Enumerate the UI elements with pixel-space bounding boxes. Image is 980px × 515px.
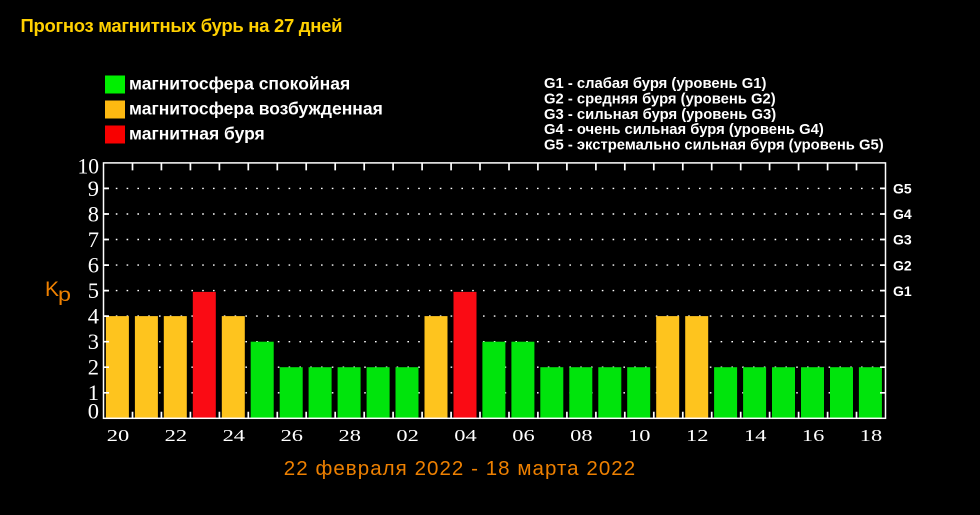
svg-text:8: 8 <box>88 201 99 226</box>
svg-text:Прогноз магнитных бурь на 27 д: Прогноз магнитных бурь на 27 дней <box>21 15 343 36</box>
svg-text:26: 26 <box>281 426 303 445</box>
svg-text:G4: G4 <box>893 206 912 222</box>
svg-text:9: 9 <box>88 176 99 201</box>
svg-text:08: 08 <box>570 426 592 445</box>
svg-text:14: 14 <box>744 426 766 445</box>
svg-text:p: p <box>58 285 71 306</box>
svg-text:магнитная буря: магнитная буря <box>129 124 265 144</box>
svg-text:5: 5 <box>88 278 99 303</box>
svg-text:G1: G1 <box>893 283 912 299</box>
svg-text:22: 22 <box>165 426 187 445</box>
svg-text:3: 3 <box>88 329 99 354</box>
svg-text:G2 - средняя буря (уровень G2): G2 - средняя буря (уровень G2) <box>544 91 776 107</box>
svg-text:G4 - очень сильная буря (урове: G4 - очень сильная буря (уровень G4) <box>544 122 824 138</box>
svg-text:6: 6 <box>88 253 99 278</box>
svg-text:G1 - слабая буря (уровень G1): G1 - слабая буря (уровень G1) <box>544 76 766 92</box>
svg-text:G2: G2 <box>893 257 912 273</box>
svg-text:G3: G3 <box>893 232 912 248</box>
svg-text:20: 20 <box>107 426 129 445</box>
svg-text:G5: G5 <box>893 181 912 197</box>
svg-text:28: 28 <box>339 426 361 445</box>
svg-text:22 февраля 2022 - 18 марта 202: 22 февраля 2022 - 18 марта 2022 <box>284 457 636 480</box>
svg-text:магнитосфера спокойная: магнитосфера спокойная <box>129 74 350 94</box>
svg-text:1: 1 <box>88 380 99 405</box>
svg-text:0: 0 <box>88 399 99 424</box>
svg-text:12: 12 <box>686 426 708 445</box>
svg-text:G3 - сильная буря (уровень G3): G3 - сильная буря (уровень G3) <box>544 107 776 123</box>
svg-text:18: 18 <box>860 426 882 445</box>
svg-text:16: 16 <box>802 426 824 445</box>
svg-text:24: 24 <box>223 426 245 445</box>
svg-text:7: 7 <box>88 227 99 252</box>
svg-text:магнитосфера возбужденная: магнитосфера возбужденная <box>129 99 383 119</box>
svg-text:2: 2 <box>88 355 99 380</box>
svg-text:10: 10 <box>78 153 100 178</box>
svg-text:02: 02 <box>396 426 418 445</box>
svg-text:06: 06 <box>512 426 534 445</box>
svg-text:04: 04 <box>454 426 476 445</box>
svg-text:10: 10 <box>628 426 650 445</box>
svg-text:K: K <box>45 278 59 301</box>
svg-text:G5 - экстремально сильная буря: G5 - экстремально сильная буря (уровень … <box>544 138 884 154</box>
svg-text:4: 4 <box>88 304 99 329</box>
